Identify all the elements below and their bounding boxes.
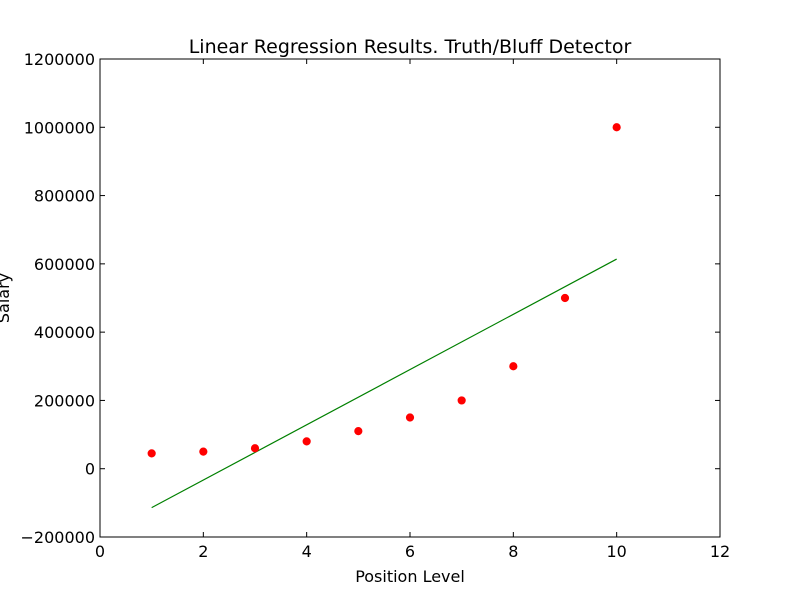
- scatter-point: [509, 362, 518, 371]
- x-tick-label: 4: [302, 542, 312, 561]
- x-tick-label: 2: [198, 542, 208, 561]
- scatter-point: [354, 427, 363, 436]
- scatter-point: [147, 449, 156, 458]
- regression-line: [151, 258, 617, 509]
- scatter-point: [302, 437, 311, 446]
- y-tick-label: 400000: [34, 323, 95, 342]
- x-tick-label: 10: [606, 542, 626, 561]
- scatter-point: [250, 444, 260, 453]
- y-tick-label: 600000: [34, 255, 95, 274]
- scatter-point: [457, 396, 466, 405]
- y-axis-label: Salary: [0, 273, 13, 323]
- scatter-point: [405, 413, 415, 422]
- x-tick-label: 8: [508, 542, 518, 561]
- x-tick-label: 6: [405, 542, 415, 561]
- y-tick-label: 200000: [34, 391, 95, 410]
- plot-area: [99, 58, 721, 538]
- scatter-point: [560, 293, 570, 303]
- x-tick-label: 0: [95, 542, 105, 561]
- data-points: [147, 123, 621, 458]
- scatter-point: [199, 447, 208, 456]
- y-tick-label: 1200000: [24, 50, 95, 69]
- y-tick-label: −200000: [21, 528, 95, 547]
- x-axis-label: Position Level: [355, 567, 465, 586]
- scatter-point: [612, 123, 621, 132]
- y-tick-label: 0: [85, 460, 95, 479]
- x-tick-label: 12: [710, 542, 730, 561]
- y-tick-label: 800000: [34, 187, 95, 206]
- y-tick-label: 1000000: [24, 118, 95, 137]
- axis-ticks: 0 2 4 6 8 10 12−200000020000040000060000080000…: [21, 50, 731, 561]
- regression-line-path: [151, 258, 617, 509]
- chart-title: Linear Regression Results. Truth/Bluff D…: [189, 36, 632, 58]
